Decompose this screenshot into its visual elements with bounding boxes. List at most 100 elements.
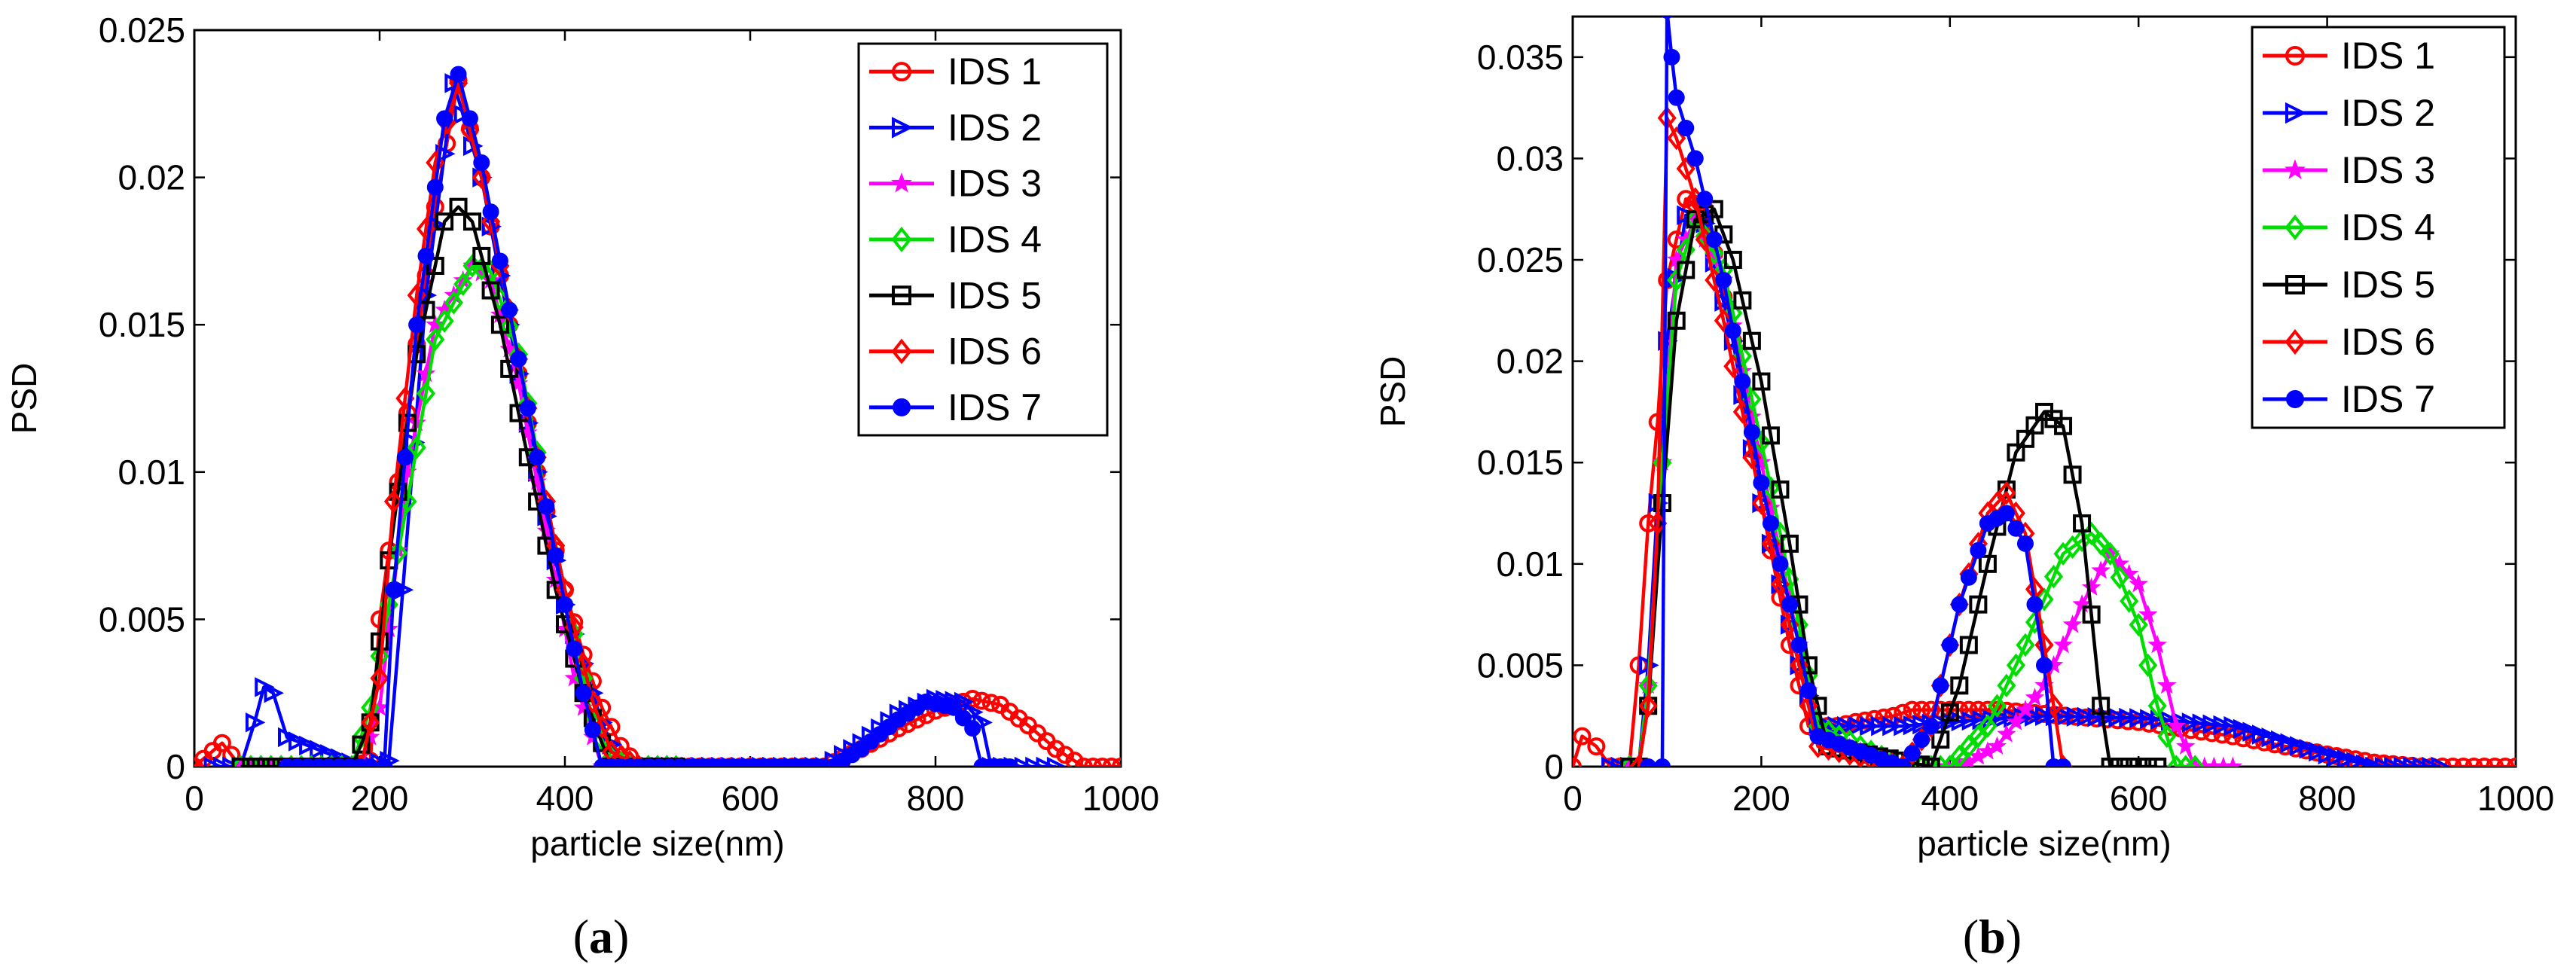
data-point <box>1001 758 1018 767</box>
legend-marker <box>892 62 911 82</box>
legend-item: IDS 5 <box>869 274 1042 316</box>
data-point <box>1093 758 1112 767</box>
data-point <box>2192 713 2213 734</box>
data-point <box>2025 688 2045 706</box>
legend-item: IDS 7 <box>2263 378 2435 420</box>
data-point <box>1733 385 1753 405</box>
data-point <box>203 756 224 767</box>
data-point <box>2290 736 2310 756</box>
data-point <box>1667 311 1686 330</box>
data-point <box>2412 756 2433 767</box>
x-tick-label: 800 <box>2298 779 2356 818</box>
data-point <box>1036 756 1057 767</box>
data-point <box>1903 715 1924 736</box>
x-tick-label: 400 <box>536 779 594 818</box>
data-point <box>426 328 445 352</box>
y-tick-label: 0.005 <box>1477 645 1564 685</box>
data-point <box>1761 498 1781 517</box>
data-point <box>2213 715 2233 736</box>
data-point <box>1661 17 1673 19</box>
data-point <box>2056 706 2077 727</box>
data-point <box>1997 673 2016 698</box>
data-point <box>1941 636 1958 654</box>
data-point <box>2271 730 2291 751</box>
data-point <box>1573 727 1592 746</box>
data-point <box>519 400 536 417</box>
y-tick-label: 0.015 <box>1477 443 1564 482</box>
data-point <box>417 285 437 306</box>
data-point <box>417 247 435 264</box>
data-point <box>2081 577 2101 596</box>
data-point <box>1913 731 1930 749</box>
x-tick-label: 600 <box>2110 779 2168 818</box>
data-point <box>463 212 481 231</box>
series-line <box>1629 217 2196 767</box>
data-point <box>264 682 285 703</box>
data-point <box>2034 587 2054 612</box>
data-point <box>383 490 404 514</box>
y-axis-label: PSD <box>5 363 44 435</box>
y-tick-label: 0 <box>1544 747 1564 786</box>
legend-label: IDS 6 <box>2341 321 2435 363</box>
data-point <box>2431 756 2452 767</box>
legend-marker <box>891 227 912 252</box>
data-point <box>1894 758 1912 767</box>
data-point <box>1912 700 1931 719</box>
legend-marker <box>2285 159 2306 179</box>
y-tick-label: 0.005 <box>99 599 185 639</box>
legend-marker <box>2285 102 2307 124</box>
data-point <box>2035 706 2056 726</box>
data-point <box>473 154 490 172</box>
data-point <box>416 381 436 406</box>
data-point <box>2176 736 2196 755</box>
data-point <box>1705 241 1724 265</box>
data-point <box>241 758 260 767</box>
data-point <box>2016 535 2034 552</box>
data-point <box>1714 291 1735 312</box>
data-point <box>482 203 499 221</box>
data-point <box>2433 758 2452 767</box>
data-point <box>1752 372 1771 391</box>
x-tick-label: 200 <box>351 779 409 818</box>
legend-item: IDS 6 <box>869 331 1042 373</box>
data-point <box>2091 532 2111 556</box>
data-point <box>1677 205 1697 226</box>
data-point <box>444 291 463 315</box>
data-point <box>2233 718 2254 740</box>
data-point <box>1922 718 1940 735</box>
data-point <box>2036 657 2053 674</box>
data-point <box>2101 758 2120 767</box>
series-ids-7 <box>1640 17 2072 767</box>
data-point <box>299 735 319 756</box>
data-point <box>620 749 639 767</box>
legend-marker <box>2285 215 2306 240</box>
data-point <box>1959 636 1978 654</box>
data-point <box>1940 703 1959 722</box>
data-point <box>2393 756 2414 767</box>
legend: IDS 1 IDS 2 IDS 3 IDS 4 IDS 5 IDS 6 IDS 7 <box>2251 26 2506 429</box>
data-point <box>2355 754 2376 767</box>
y-tick-label: 0.01 <box>1496 544 1564 584</box>
data-point <box>1978 714 1998 738</box>
data-point <box>396 449 414 466</box>
data-point <box>2403 756 2423 767</box>
legend-marker <box>2285 275 2305 294</box>
data-point <box>2006 712 2026 730</box>
data-point <box>2055 758 2072 767</box>
legend-marker <box>892 285 911 306</box>
legend-marker <box>2286 390 2304 408</box>
data-point <box>2110 566 2129 590</box>
data-point <box>1025 756 1045 767</box>
data-point <box>1686 210 1705 229</box>
chart-panel-b: 0 200 400 600 800 1000 0 0.005 0.01 0.015 0.02 0.02… <box>1373 15 2554 863</box>
data-point <box>2053 635 2073 654</box>
data-point <box>2043 564 2064 589</box>
data-point <box>1987 736 2007 755</box>
legend-label: IDS 6 <box>948 331 1042 373</box>
data-point <box>1903 745 1921 762</box>
series-ids-7 <box>279 66 1018 767</box>
data-point <box>255 677 275 697</box>
data-point <box>1677 120 1695 137</box>
y-tick-label: 0.03 <box>1496 139 1564 178</box>
y-tick-label: 0.02 <box>118 158 185 197</box>
